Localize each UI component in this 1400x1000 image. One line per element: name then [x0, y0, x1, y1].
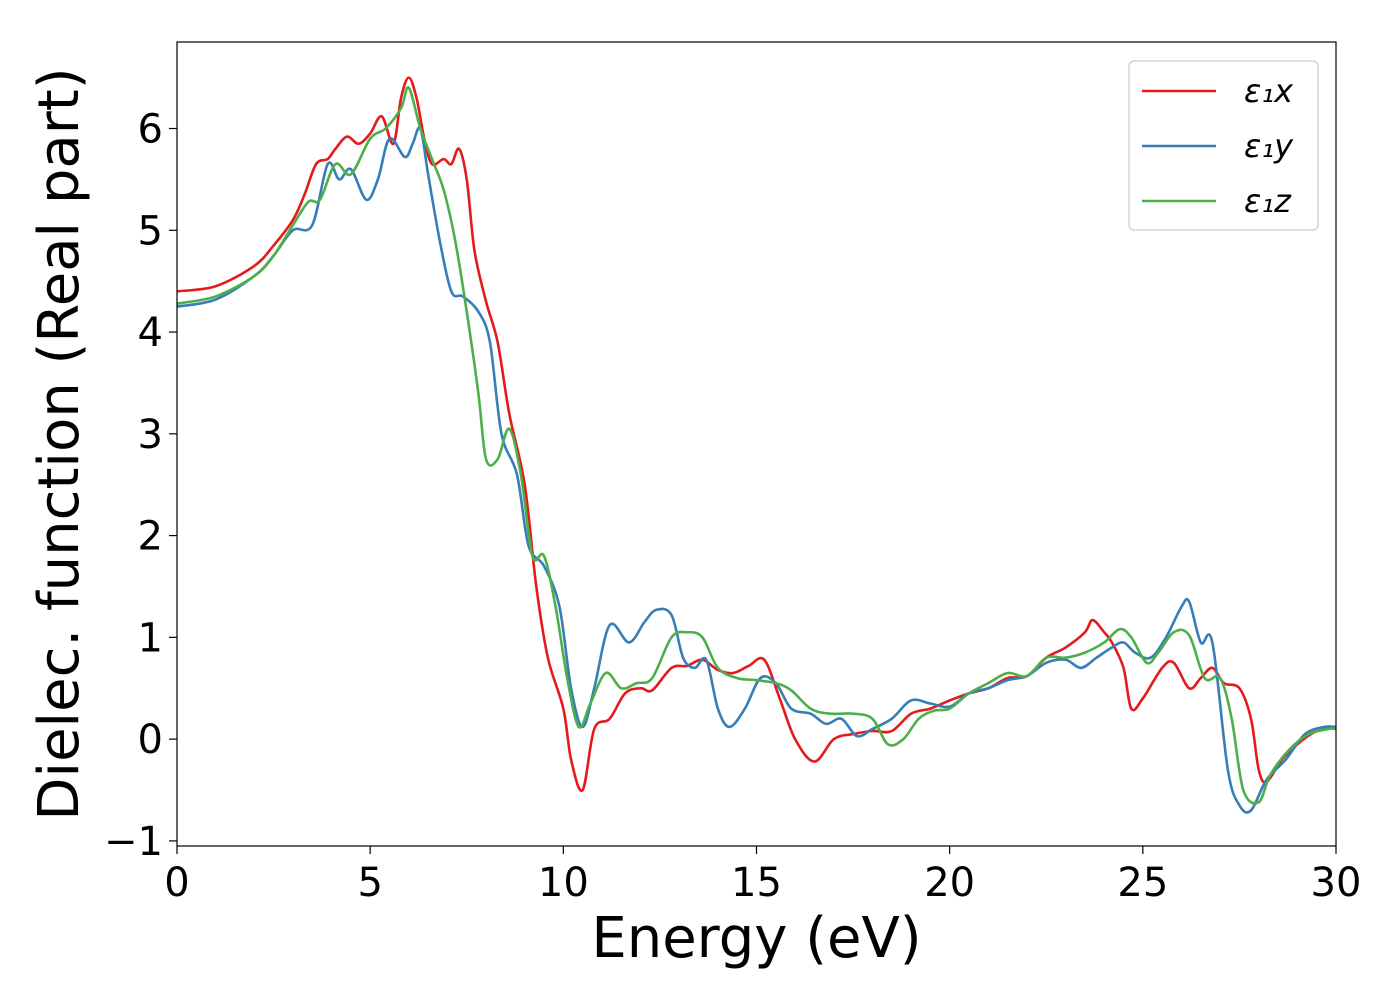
y-tick-label: 3: [138, 412, 163, 458]
y-tick-label: 6: [138, 107, 163, 153]
x-tick-label: 10: [538, 860, 589, 906]
x-axis-label: Energy (eV): [591, 906, 921, 971]
x-tick-label: 0: [164, 860, 189, 906]
legend-label-2: ε₁y: [1244, 127, 1294, 165]
x-tick-label: 20: [924, 860, 975, 906]
y-axis-label: Dielec. function (Real part): [27, 67, 92, 820]
x-tick-label: 25: [1117, 860, 1168, 906]
legend-box: [1128, 60, 1319, 231]
series-line-3: [177, 86, 1336, 805]
x-tick-label: 30: [1311, 860, 1362, 906]
x-tick-label: 15: [731, 860, 782, 906]
series-line-2: [177, 126, 1336, 814]
y-tick-label: 1: [138, 615, 163, 661]
y-tick-label: −1: [104, 819, 163, 865]
y-tick-label: 2: [138, 514, 163, 560]
plot-series-group: [177, 76, 1336, 814]
series-line-1: [177, 76, 1336, 793]
legend-label-1: ε₁x: [1244, 72, 1294, 110]
plot-area-frame: [176, 41, 1337, 847]
y-tick-label: 0: [138, 717, 163, 763]
legend: ε₁x ε₁y ε₁z: [1128, 60, 1319, 231]
y-tick-label: 5: [138, 208, 163, 254]
y-tick-label: 4: [138, 310, 163, 356]
x-tick-label: 5: [357, 860, 382, 906]
legend-label-3: ε₁z: [1244, 182, 1292, 220]
